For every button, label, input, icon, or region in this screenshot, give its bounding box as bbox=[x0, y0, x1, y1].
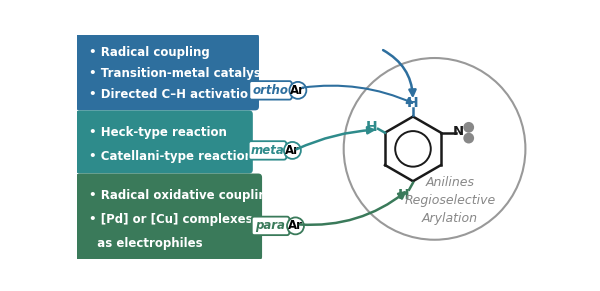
Circle shape bbox=[289, 82, 307, 99]
Circle shape bbox=[344, 58, 526, 240]
Text: para: para bbox=[256, 219, 286, 233]
Circle shape bbox=[463, 133, 474, 143]
FancyArrowPatch shape bbox=[383, 50, 416, 95]
Text: Anilines
Regioselective
Arylation: Anilines Regioselective Arylation bbox=[404, 176, 496, 225]
FancyBboxPatch shape bbox=[76, 33, 259, 110]
Text: • Radical coupling: • Radical coupling bbox=[89, 47, 209, 59]
Text: Ar: Ar bbox=[290, 84, 305, 97]
Text: • Radical oxidative coupling: • Radical oxidative coupling bbox=[89, 189, 275, 202]
Text: H: H bbox=[366, 120, 378, 134]
Text: N: N bbox=[453, 125, 464, 139]
Text: ortho: ortho bbox=[253, 84, 289, 97]
Text: as electrophiles: as electrophiles bbox=[89, 237, 202, 250]
Circle shape bbox=[463, 122, 474, 133]
Text: • Transition-metal catalysis: • Transition-metal catalysis bbox=[89, 68, 272, 81]
Text: meta: meta bbox=[251, 144, 284, 157]
Circle shape bbox=[287, 217, 304, 234]
Text: Ar: Ar bbox=[285, 144, 300, 157]
Text: • Directed C–H activation: • Directed C–H activation bbox=[89, 88, 256, 102]
FancyArrowPatch shape bbox=[300, 192, 405, 225]
Circle shape bbox=[284, 142, 301, 159]
Text: • Catellani-type reaction: • Catellani-type reaction bbox=[89, 150, 253, 163]
Text: • [Pd] or [Cu] complexes: • [Pd] or [Cu] complexes bbox=[89, 213, 253, 226]
Text: H: H bbox=[398, 188, 410, 202]
FancyArrowPatch shape bbox=[302, 86, 412, 103]
FancyBboxPatch shape bbox=[76, 110, 253, 173]
Text: H: H bbox=[407, 96, 419, 110]
FancyArrowPatch shape bbox=[296, 127, 373, 149]
FancyBboxPatch shape bbox=[250, 81, 292, 100]
FancyBboxPatch shape bbox=[252, 217, 289, 235]
FancyBboxPatch shape bbox=[76, 173, 262, 260]
Text: • Heck-type reaction: • Heck-type reaction bbox=[89, 126, 227, 139]
Text: Ar: Ar bbox=[288, 219, 303, 233]
FancyBboxPatch shape bbox=[248, 141, 286, 160]
